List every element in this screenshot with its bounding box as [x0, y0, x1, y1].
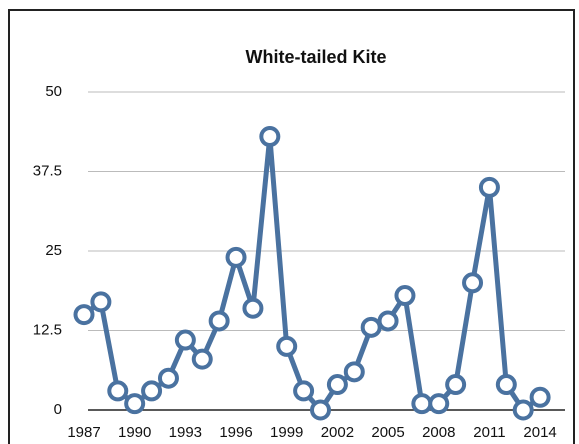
x-tick-label: 1987	[67, 424, 100, 441]
point	[141, 380, 163, 402]
y-tick-label: 37.5	[33, 162, 62, 179]
point	[191, 348, 213, 370]
point	[343, 361, 365, 383]
point	[326, 374, 348, 396]
point	[242, 297, 264, 319]
x-tick-label: 2014	[523, 424, 556, 441]
x-tick-label: 1990	[118, 424, 151, 441]
x-tick-label: 2002	[321, 424, 354, 441]
point	[310, 399, 331, 421]
point	[462, 272, 484, 294]
point	[225, 246, 247, 268]
point	[293, 380, 315, 402]
y-tick-label: 12.5	[33, 321, 62, 338]
point	[107, 380, 129, 402]
point	[445, 374, 467, 396]
chart-title: White-tailed Kite	[245, 47, 386, 67]
point	[124, 393, 146, 415]
x-tick-label: 2005	[371, 424, 404, 441]
y-tick-label: 50	[45, 83, 62, 100]
point	[259, 126, 281, 148]
point	[529, 386, 551, 408]
point	[208, 310, 230, 332]
y-tick-label: 0	[54, 401, 62, 418]
point	[411, 393, 433, 415]
point	[157, 367, 179, 389]
point	[394, 285, 416, 307]
point	[428, 393, 450, 415]
point	[495, 374, 517, 396]
frame	[8, 9, 575, 444]
point	[512, 399, 534, 421]
point	[276, 335, 298, 357]
x-tick-label: 2011	[473, 424, 505, 441]
x-tick-label: 2008	[422, 424, 455, 441]
point	[478, 176, 500, 198]
point	[90, 291, 112, 313]
point	[360, 316, 382, 338]
y-tick-label: 25	[45, 242, 62, 259]
line	[82, 134, 542, 413]
x-tick-label: 1999	[270, 424, 303, 441]
point	[377, 310, 399, 332]
x-tick-label: 1993	[169, 424, 202, 441]
point	[174, 329, 196, 351]
point	[73, 304, 95, 326]
x-tick-label: 1996	[219, 424, 252, 441]
